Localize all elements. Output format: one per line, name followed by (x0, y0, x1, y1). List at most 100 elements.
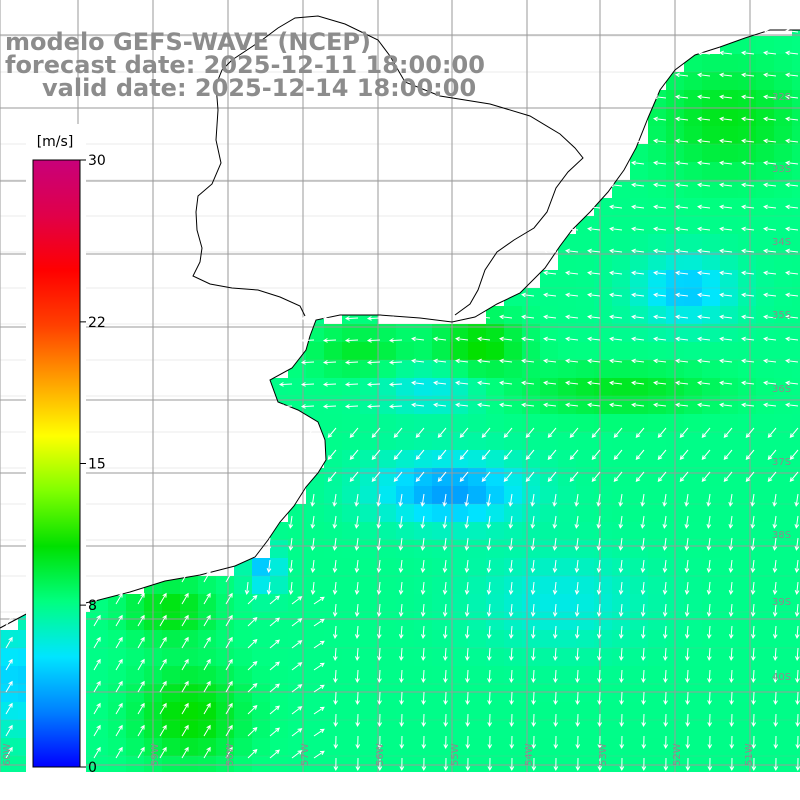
wind-arrow (685, 691, 690, 706)
wind-arrow (794, 537, 800, 551)
wind-speed-cell (738, 90, 756, 108)
wind-arrow (609, 204, 623, 210)
coastline (0, 29, 800, 629)
wind-speed-cell (360, 378, 378, 396)
wind-speed-cell (774, 720, 792, 738)
wind-arrow (93, 702, 101, 715)
wind-speed-cell (522, 486, 540, 504)
wind-arrow (509, 713, 515, 728)
wind-speed-cell (756, 306, 774, 324)
wind-speed-cell (270, 666, 288, 684)
wind-arrow (509, 757, 515, 772)
wind-speed-cell (648, 648, 666, 666)
wind-arrow (481, 471, 491, 483)
wind-speed-cell (324, 486, 342, 504)
wind-speed-cell (594, 720, 612, 738)
wind-speed-cell (288, 540, 306, 558)
wind-speed-cell (468, 648, 486, 666)
wind-arrow (366, 382, 381, 387)
wind-speed-cell (432, 576, 450, 594)
wind-arrow (332, 515, 338, 529)
wind-speed-cell (216, 756, 234, 772)
wind-speed-cell (450, 702, 468, 720)
wind-speed-cell (720, 126, 738, 144)
wind-speed-cell (234, 756, 252, 772)
wind-arrow (697, 402, 711, 408)
wind-speed-cell (684, 648, 702, 666)
wind-arrow (486, 581, 492, 595)
wind-arrow (442, 581, 448, 595)
wind-speed-cell (792, 558, 800, 576)
wind-arrow (719, 226, 733, 232)
wind-speed-cell (198, 702, 216, 720)
wind-speed-cell (486, 720, 504, 738)
wind-arrow (278, 360, 293, 365)
wind-speed-cell (288, 756, 306, 772)
wind-arrow (543, 358, 557, 364)
wind-speed-cell (702, 360, 720, 378)
wind-arrow (322, 316, 337, 321)
wind-speed-cell (558, 270, 576, 288)
wind-arrow (719, 182, 733, 188)
wind-arrow (509, 669, 514, 684)
wind-speed-cell (216, 612, 234, 630)
wind-arrow (785, 270, 799, 276)
wind-arrow (543, 270, 557, 276)
wind-speed-cell (486, 342, 504, 360)
wind-arrow (552, 581, 558, 595)
wind-speed-cell (414, 414, 432, 432)
wind-speed-cell (234, 738, 252, 756)
wind-speed-cell (450, 756, 468, 772)
wind-arrow (399, 647, 404, 662)
wind-arrow (763, 138, 777, 144)
wind-speed-cell (576, 630, 594, 648)
wind-speed-cell (468, 486, 486, 504)
wind-arrow (679, 427, 689, 439)
wind-speed-cell (450, 648, 468, 666)
wind-arrow (701, 471, 711, 483)
wind-speed-cell (756, 342, 774, 360)
wind-speed-cell (594, 612, 612, 630)
wind-speed-cell (108, 756, 126, 772)
wind-speed-cell (630, 378, 648, 396)
wind-speed-cell (450, 738, 468, 756)
wind-speed-cell (540, 360, 558, 378)
wind-arrow (508, 603, 514, 617)
wind-arrow (597, 757, 603, 772)
wind-arrow (477, 336, 491, 342)
wind-speed-cell (450, 486, 468, 504)
wind-speed-cell (504, 522, 522, 540)
lon-label: 51W (744, 743, 755, 766)
wind-speed-cell (684, 90, 702, 108)
wind-arrow (795, 691, 800, 706)
wind-arrow (377, 757, 383, 772)
wind-arrow (203, 614, 211, 627)
wind-speed-cell (558, 684, 576, 702)
wind-speed-cell (594, 324, 612, 342)
wind-arrow (437, 449, 447, 461)
wind-speed-cell (504, 576, 522, 594)
wind-speed-cell (234, 648, 252, 666)
wind-speed-cell (522, 540, 540, 558)
wind-arrow (354, 581, 360, 595)
wind-speed-cell (576, 342, 594, 360)
wind-speed-cell (648, 612, 666, 630)
wind-speed-cell (396, 360, 414, 378)
wind-speed-cell (378, 648, 396, 666)
wind-arrow (597, 669, 602, 684)
wind-arrow (266, 537, 272, 551)
wind-arrow (465, 691, 470, 706)
wind-speed-cell (774, 612, 792, 630)
wind-speed-cell (774, 162, 792, 180)
wind-arrow (310, 559, 316, 573)
wind-speed-cell (576, 738, 594, 756)
wind-speed-cell (594, 252, 612, 270)
wind-speed-cell (558, 576, 576, 594)
wind-speed-cell (504, 540, 522, 558)
wind-speed-cell (774, 684, 792, 702)
wind-speed-cell (612, 324, 630, 342)
wind-speed-cell (702, 72, 720, 90)
wind-arrow (741, 138, 755, 144)
wind-speed-cell (684, 522, 702, 540)
